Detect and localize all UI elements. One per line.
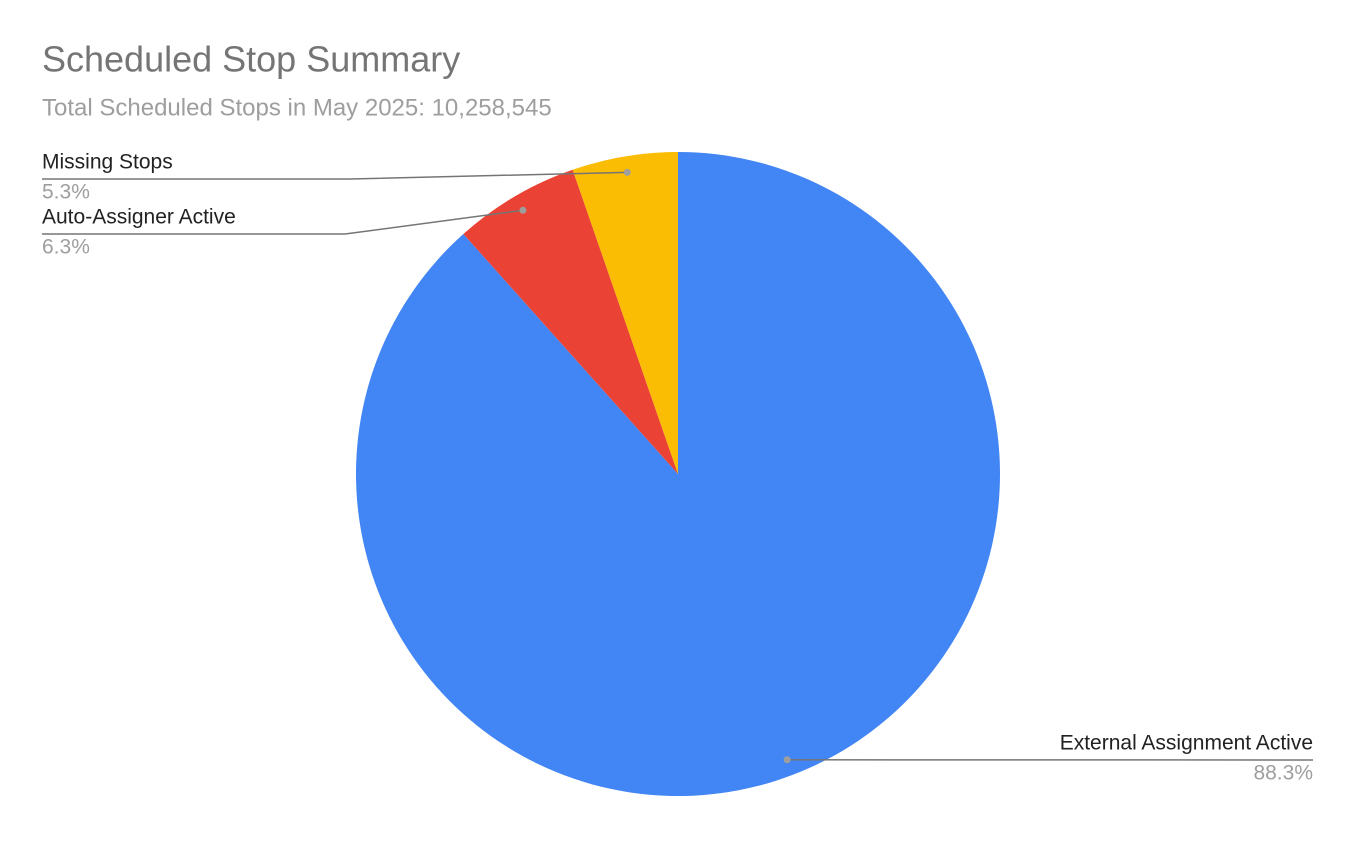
chart-title: Scheduled Stop Summary — [42, 39, 460, 80]
slice-value-label: 88.3% — [1253, 762, 1313, 785]
pie-slice — [356, 152, 1000, 796]
leader-dot — [519, 207, 526, 214]
slice-label: External Assignment Active — [1060, 732, 1313, 755]
slice-value-label: 6.3% — [42, 236, 90, 259]
slice-label: Missing Stops — [42, 151, 173, 174]
slice-value-label: 5.3% — [42, 181, 90, 204]
chart-subtitle: Total Scheduled Stops in May 2025: 10,25… — [42, 94, 552, 121]
slice-label: Auto-Assigner Active — [42, 206, 236, 229]
leader-dot — [624, 169, 631, 176]
leader-dot — [784, 756, 791, 763]
